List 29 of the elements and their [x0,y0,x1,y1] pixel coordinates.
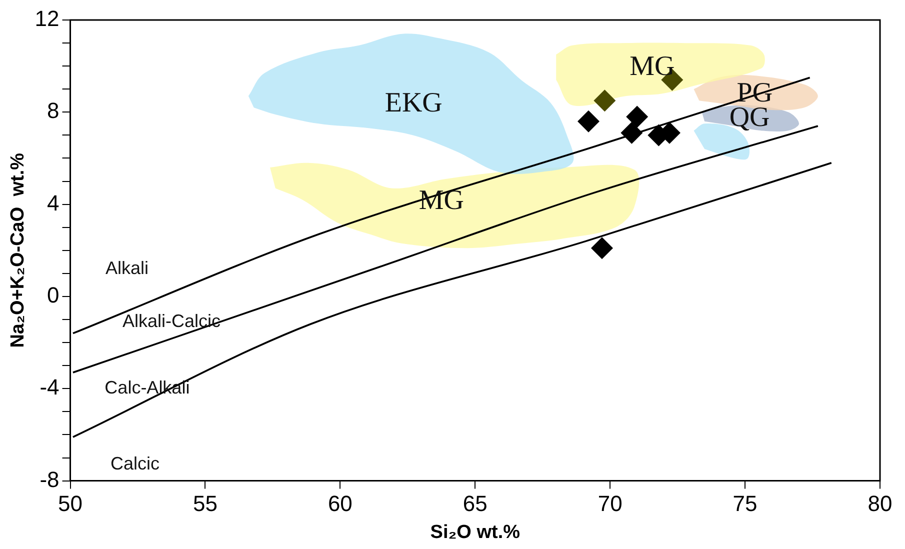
y-tick-label: 0 [47,282,60,308]
annotation: Alkali-Calcic [122,310,220,331]
y-axis-title: Na₂O+K₂O-CaO wt.% [8,152,29,348]
x-tick-label: 55 [192,491,218,516]
x-tick-label: 65 [462,491,488,516]
y-tick-label: 12 [34,6,60,32]
point [626,106,648,128]
point [590,237,613,260]
point [594,90,616,112]
point [620,122,643,144]
series-label: EKG [384,87,442,118]
x-tick-label: 70 [598,491,622,516]
annotation: Alkali [105,258,148,278]
x-tick-label: 60 [328,491,352,516]
series-label: MG [630,51,675,82]
line-series [72,162,832,438]
series-label: MG [418,184,464,216]
x-tick-label: 75 [732,491,758,516]
y-tick-label: -8 [40,466,60,492]
y-tick-label: 8 [47,98,60,124]
line-series [72,76,811,334]
point [577,110,600,132]
x-tick-label: 50 [58,491,83,516]
y-tick-label: 4 [47,190,60,216]
annotation: Calcic [110,454,160,474]
y-tick-label: -4 [40,374,60,400]
series-label: QG [729,102,770,134]
x-tick-label: 80 [868,491,892,516]
x-axis-title: Si₂O wt.% [430,522,520,543]
